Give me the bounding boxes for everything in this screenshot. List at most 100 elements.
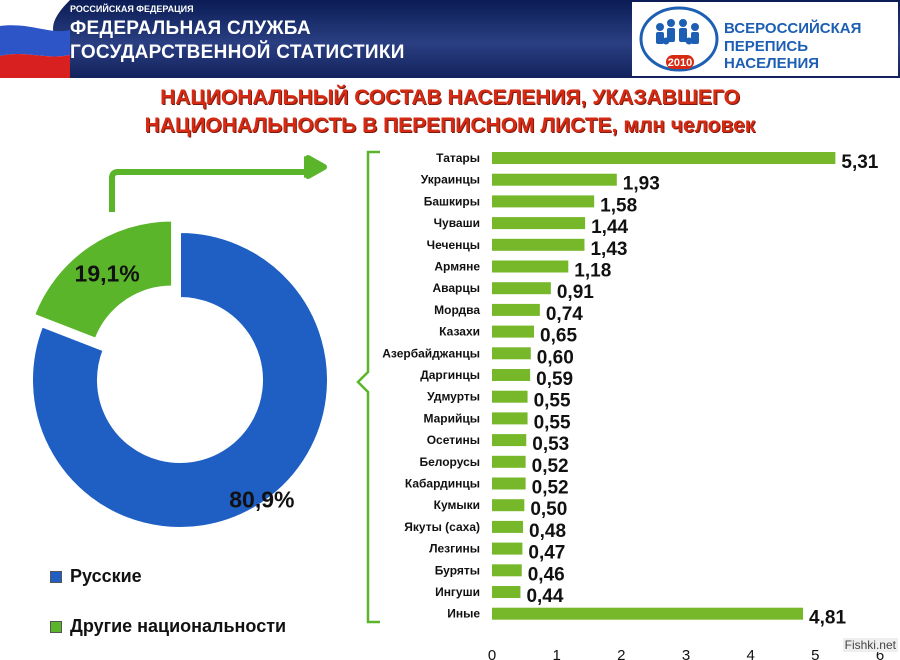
bar-category-label: Иные — [447, 607, 480, 621]
watermark: Fishki.net — [842, 638, 898, 652]
census-logo-box: 2010 ВСЕРОССИЙСКАЯ ПЕРЕПИСЬ НАСЕЛЕНИЯ — [632, 2, 898, 76]
census-title-line1: ВСЕРОССИЙСКАЯ — [724, 20, 862, 37]
donut-label-1: 19,1% — [75, 261, 140, 287]
bar — [492, 173, 617, 186]
bar-category-label: Удмурты — [427, 390, 480, 404]
bar-category-label: Кумыки — [434, 498, 480, 512]
connector-arrow — [109, 155, 327, 212]
bar — [492, 217, 586, 230]
bar-category-label: Буряты — [435, 563, 480, 577]
x-tick-label: 1 — [552, 647, 560, 660]
chart-title-line1: НАЦИОНАЛЬНЫЙ СОСТАВ НАСЕЛЕНИЯ, УКАЗАВШЕГ… — [160, 86, 740, 109]
connector-arrow-head — [304, 156, 326, 178]
agency-name-line2: ГОСУДАРСТВЕННОЙ СТАТИСТИКИ — [70, 42, 405, 63]
x-tick-label: 2 — [617, 647, 625, 660]
bar-category-label: Армяне — [434, 260, 480, 274]
x-tick-label: 3 — [682, 647, 690, 660]
x-tick-label: 6 — [876, 647, 884, 660]
bar — [492, 434, 527, 447]
census-title-line2: ПЕРЕПИСЬ НАСЕЛЕНИЯ — [724, 38, 820, 72]
bar — [492, 564, 522, 577]
bar — [492, 586, 521, 598]
header-banner: РОССИЙСКАЯ ФЕДЕРАЦИЯ ФЕДЕРАЛЬНАЯ СЛУЖБА … — [0, 0, 900, 78]
bar-value-label: 1,43 — [590, 239, 627, 260]
bar-category-label: Татары — [436, 151, 480, 165]
x-tick-label: 4 — [746, 647, 754, 660]
legend-swatch-green — [50, 620, 62, 633]
bar-value-label: 1,93 — [623, 174, 660, 195]
bar-category-label: Лезгины — [429, 542, 480, 556]
legend-item-others: Другие национальности — [50, 616, 286, 637]
bar-value-label: 0,59 — [536, 369, 573, 390]
bar — [492, 499, 525, 512]
bar-value-label: 0,65 — [540, 326, 577, 347]
x-tick-label: 5 — [811, 647, 819, 660]
legend-label-others: Другие национальности — [70, 616, 287, 636]
bar-value-label: 0,91 — [557, 282, 594, 303]
bar — [492, 325, 535, 338]
bar-value-label: 0,50 — [530, 499, 567, 520]
bar — [492, 542, 523, 555]
agency-country: РОССИЙСКАЯ ФЕДЕРАЦИЯ — [70, 4, 194, 14]
bar — [492, 195, 595, 208]
agency-name-line1: ФЕДЕРАЛЬНАЯ СЛУЖБА — [70, 18, 312, 39]
bar-value-label: 0,52 — [532, 478, 569, 499]
legend-swatch-blue — [50, 570, 62, 583]
bar-value-label: 0,52 — [532, 456, 569, 477]
bar-category-label: Башкиры — [424, 194, 480, 208]
bar-value-label: 0,46 — [528, 564, 565, 585]
bar-category-label: Украинцы — [421, 173, 480, 187]
bar-category-label: Мордва — [434, 303, 480, 317]
bar-value-label: 0,44 — [526, 586, 563, 607]
census-people-icon: 2010 — [639, 6, 719, 72]
bar-value-label: 0,47 — [528, 543, 565, 564]
bar-value-label: 0,55 — [534, 412, 571, 433]
bar — [492, 412, 528, 425]
x-tick-label: 0 — [488, 647, 496, 660]
legend-label-russians: Русские — [70, 566, 142, 586]
bar-value-label: 1,58 — [600, 195, 637, 216]
donut-label-0: 80,9% — [229, 487, 294, 513]
bar-value-label: 1,44 — [591, 217, 628, 238]
bar — [492, 477, 526, 490]
bar — [492, 303, 540, 316]
bar-value-label: 0,53 — [532, 434, 569, 455]
group-bracket — [356, 150, 380, 624]
bar-category-label: Белорусы — [419, 455, 480, 469]
bar — [492, 455, 526, 468]
bar-category-label: Ингуши — [435, 585, 480, 599]
bar — [492, 260, 569, 273]
bar-category-label: Якуты (саха) — [404, 520, 480, 534]
bar — [492, 390, 528, 403]
bar — [492, 369, 531, 381]
bar-category-label: Азербайджанцы — [382, 346, 480, 360]
chart-title-line2: НАЦИОНАЛЬНОСТЬ В ПЕРЕПИСНОМ ЛИСТЕ, млн ч… — [144, 114, 756, 137]
bar — [492, 520, 524, 533]
bar-value-label: 0,74 — [546, 304, 583, 325]
bar-category-label: Чуваши — [434, 216, 480, 230]
bar — [492, 607, 804, 620]
bar-value-label: 0,48 — [529, 521, 566, 542]
bar-category-label: Кабардинцы — [405, 477, 480, 491]
bar-category-label: Аварцы — [432, 281, 480, 295]
bar-category-label: Даргинцы — [420, 368, 480, 382]
bar-category-label: Марийцы — [423, 411, 480, 425]
donut-slice-1 — [32, 219, 174, 341]
bar-value-label: 0,60 — [537, 347, 574, 368]
bar — [492, 282, 551, 295]
legend-item-russians: Русские — [50, 566, 142, 587]
donut-slice-0 — [31, 230, 329, 529]
bar — [492, 152, 836, 164]
bar-value-label: 0,55 — [534, 391, 571, 412]
russian-flag-icon — [0, 0, 70, 78]
bar-value-label: 1,18 — [574, 261, 611, 282]
census-year: 2010 — [668, 57, 692, 69]
bar — [492, 238, 585, 251]
bar-value-label: 4,81 — [809, 608, 846, 629]
bar-value-label: 5,31 — [841, 152, 878, 173]
bar-category-label: Осетины — [427, 433, 480, 447]
bar-category-label: Казахи — [439, 325, 480, 339]
bar-category-label: Чеченцы — [427, 238, 480, 252]
bar — [492, 347, 531, 360]
